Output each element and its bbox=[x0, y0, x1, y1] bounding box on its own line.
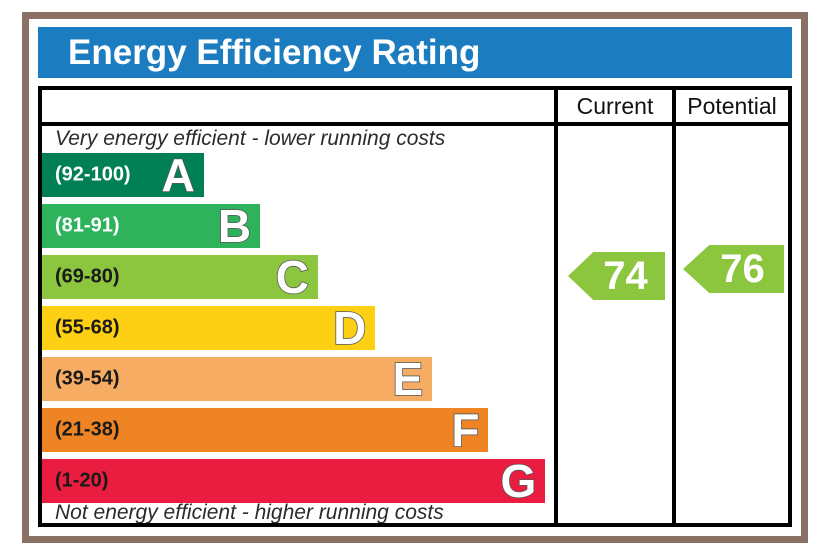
picture-frame-border bbox=[22, 12, 808, 543]
band-bar-d: (55-68) D bbox=[42, 302, 376, 354]
band-range-label: (69-80) bbox=[55, 265, 120, 288]
band-bar-g: (1-20) G bbox=[42, 455, 546, 507]
band-bar-e: (39-54) E bbox=[42, 353, 433, 405]
band-range-label: (81-91) bbox=[55, 214, 120, 237]
band-range-label: (55-68) bbox=[55, 316, 120, 339]
band-row-f: (21-38) F bbox=[42, 404, 554, 456]
band-letter: G bbox=[500, 455, 537, 507]
current-rating-value: 74 bbox=[603, 254, 648, 298]
current-column: 74 bbox=[558, 126, 676, 523]
band-row-e: (39-54) E bbox=[42, 353, 554, 405]
band-row-d: (55-68) D bbox=[42, 302, 554, 354]
caption-top: Very energy efficient - lower running co… bbox=[55, 127, 446, 150]
band-letter: C bbox=[275, 251, 310, 303]
title-bar: Energy Efficiency Rating bbox=[38, 27, 792, 78]
header-spacer-cell bbox=[42, 90, 558, 126]
potential-rating-arrow: 76 bbox=[683, 245, 784, 293]
band-letter: A bbox=[161, 149, 196, 201]
bands: (92-100) A (81-91) B (69-80) C (55-68) D (39-54)… bbox=[42, 149, 554, 507]
band-bar-a: (92-100) A bbox=[42, 149, 204, 201]
band-range-label: (39-54) bbox=[55, 367, 120, 390]
band-letter: E bbox=[392, 353, 424, 405]
band-row-c: (69-80) C bbox=[42, 251, 554, 303]
band-letter: D bbox=[332, 302, 367, 354]
band-row-g: (1-20) G bbox=[42, 455, 554, 507]
bands-column: Very energy efficient - lower running co… bbox=[42, 126, 558, 523]
band-bar-b: (81-91) B bbox=[42, 200, 261, 252]
potential-rating-value: 76 bbox=[720, 247, 765, 291]
band-row-a: (92-100) A bbox=[42, 149, 554, 201]
column-header-current: Current bbox=[558, 90, 676, 126]
band-bar-c: (69-80) C bbox=[42, 251, 318, 303]
band-bar-f: (21-38) F bbox=[42, 404, 489, 456]
caption-bottom: Not energy efficient - higher running co… bbox=[55, 503, 444, 523]
potential-header-label: Potential bbox=[687, 92, 777, 119]
band-range-label: (21-38) bbox=[55, 418, 120, 441]
current-rating-arrow: 74 bbox=[568, 252, 665, 300]
band-letter: B bbox=[217, 200, 252, 252]
band-range-label: (1-20) bbox=[55, 469, 109, 492]
current-header-label: Current bbox=[576, 92, 654, 119]
band-letter: F bbox=[451, 404, 481, 456]
band-range-label: (92-100) bbox=[55, 163, 131, 186]
column-header-potential: Potential bbox=[676, 90, 788, 126]
potential-column: 76 bbox=[676, 126, 788, 523]
page-title: Energy Efficiency Rating bbox=[68, 33, 481, 72]
rating-table: Current Potential Very energy efficient … bbox=[38, 86, 792, 527]
band-row-b: (81-91) B bbox=[42, 200, 554, 252]
